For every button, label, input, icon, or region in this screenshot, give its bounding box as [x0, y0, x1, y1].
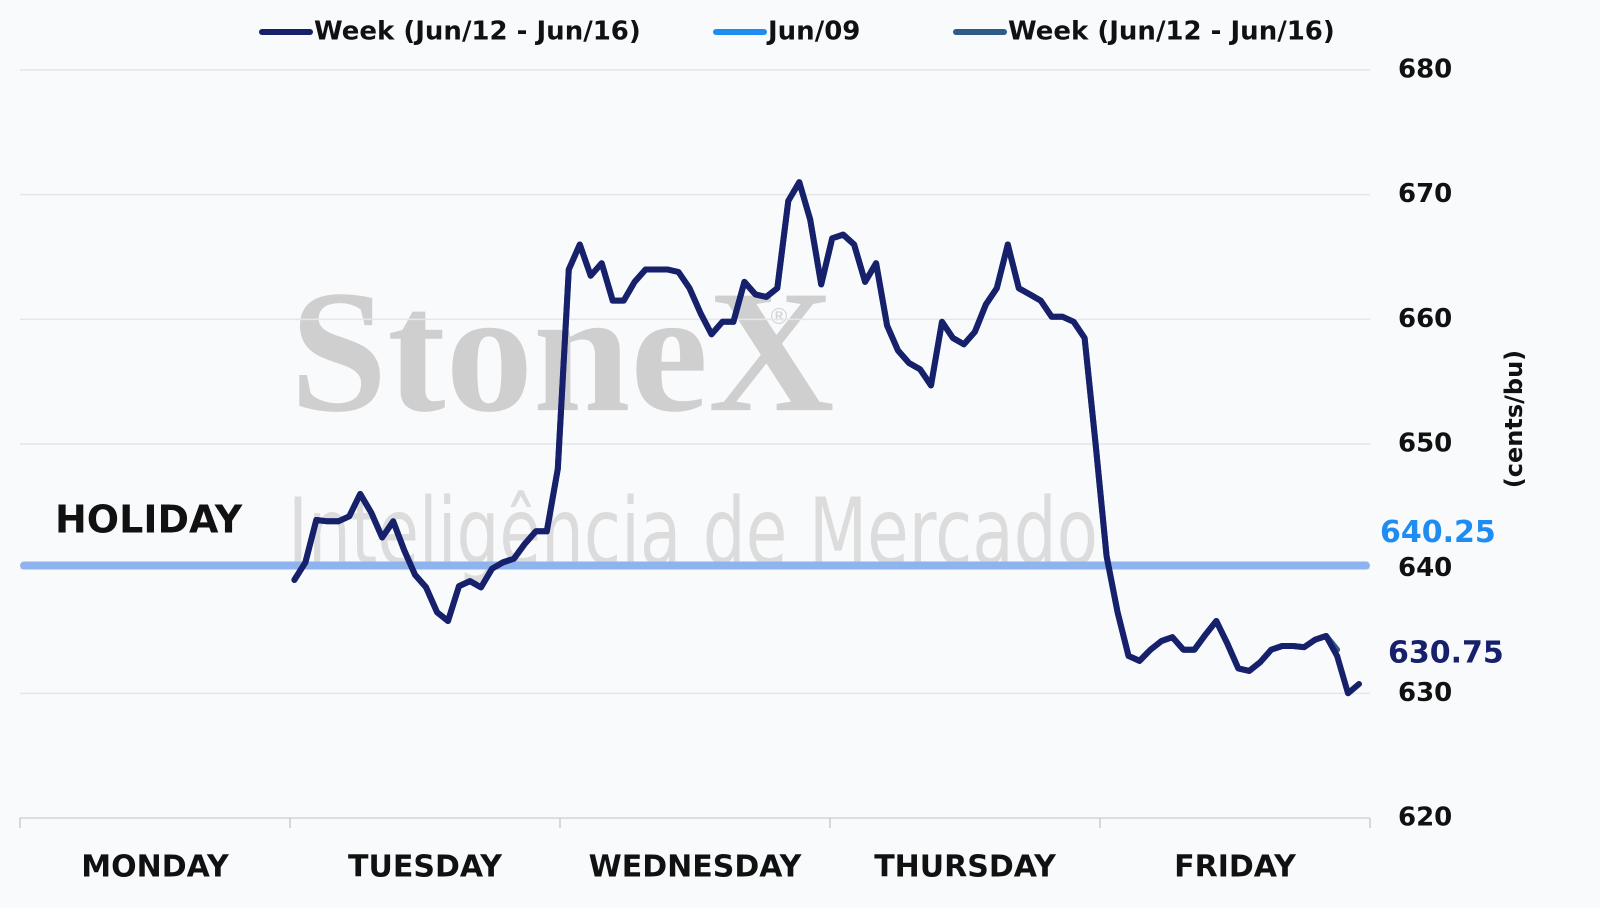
- y-tick-label: 670: [1398, 179, 1452, 209]
- y-tick-label: 640: [1398, 553, 1452, 583]
- y-axis-label: (cents/bu): [1500, 350, 1528, 488]
- legend-label: Jun/09: [766, 17, 860, 47]
- y-tick-label: 660: [1398, 304, 1452, 334]
- last-value-label: 630.75: [1388, 635, 1504, 670]
- y-tick-label: 620: [1398, 803, 1452, 833]
- watermark-mark: ®: [768, 305, 790, 330]
- legend-label: Week (Jun/12 - Jun/16): [1008, 17, 1335, 47]
- x-tick-label: TUESDAY: [348, 850, 503, 885]
- x-tick-label: FRIDAY: [1174, 850, 1297, 885]
- legend-label: Week (Jun/12 - Jun/16): [314, 17, 641, 47]
- y-tick-label: 630: [1398, 678, 1452, 708]
- x-tick-label: THURSDAY: [874, 850, 1057, 885]
- y-tick-label: 680: [1398, 55, 1452, 85]
- x-tick-label: WEDNESDAY: [589, 850, 803, 885]
- reference-label: 640.25: [1380, 515, 1496, 550]
- series-line: [291, 179, 1362, 697]
- annotation: HOLIDAY: [55, 498, 243, 542]
- y-tick-label: 650: [1398, 429, 1452, 459]
- x-tick-label: MONDAY: [81, 850, 230, 885]
